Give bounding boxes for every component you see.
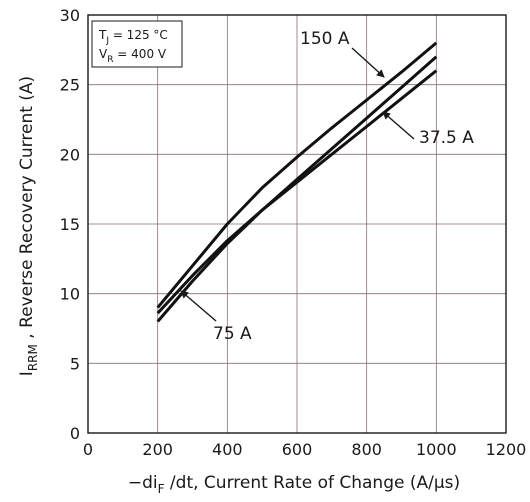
y-tick-label: 20	[60, 145, 80, 164]
grid	[87, 14, 507, 434]
annotation-37a-label: 37.5 A	[419, 128, 474, 148]
x-tick-label: 600	[282, 440, 313, 459]
plot-frame	[87, 14, 507, 434]
x-tick-label: 200	[142, 440, 173, 459]
annotation-37a-arrow	[382, 111, 415, 140]
x-axis-title: −diF /dt, Current Rate of Change (A/µs)	[128, 473, 460, 496]
x-tick-label: 1200	[486, 440, 527, 459]
condition-tj: TJ = 125 °C	[98, 28, 168, 46]
annotation-150a: 150 A	[300, 29, 385, 78]
x-tick-label: 400	[212, 440, 243, 459]
series-line-150-a	[156, 41, 438, 309]
annotation-150a-arrow	[351, 47, 385, 78]
y-tick-label: 5	[70, 354, 80, 373]
series-layer	[156, 41, 438, 323]
annotation-75a-label: 75 A	[213, 324, 252, 344]
series-line-37-5-a	[156, 69, 438, 323]
x-tick-label: 0	[83, 440, 93, 459]
condition-vr: VR = 400 V	[99, 47, 167, 65]
annotation-150a-label: 150 A	[300, 29, 350, 49]
x-tick-label: 800	[351, 440, 382, 459]
y-tick-label: 0	[70, 424, 80, 443]
y-tick-label: 30	[60, 6, 80, 25]
annotation-75a-arrow	[180, 290, 217, 322]
y-tick-label: 15	[60, 215, 80, 234]
tick-labels: 0 200 400 600 800 1000 1200 0 5 10 15 20 25 30	[60, 6, 527, 459]
annotation-37a: 37.5 A	[382, 111, 474, 148]
conditions-box-frame	[91, 20, 183, 68]
x-tick-label: 1000	[416, 440, 457, 459]
annotation-75a: 75 A	[180, 290, 252, 344]
y-tick-label: 10	[60, 285, 80, 304]
conditions-box: TJ = 125 °C VR = 400 V	[91, 20, 183, 68]
series-line-75-a	[156, 55, 438, 315]
y-tick-label: 25	[60, 76, 80, 95]
y-axis-title: IRRM , Reverse Recovery Current (A)	[17, 76, 40, 376]
